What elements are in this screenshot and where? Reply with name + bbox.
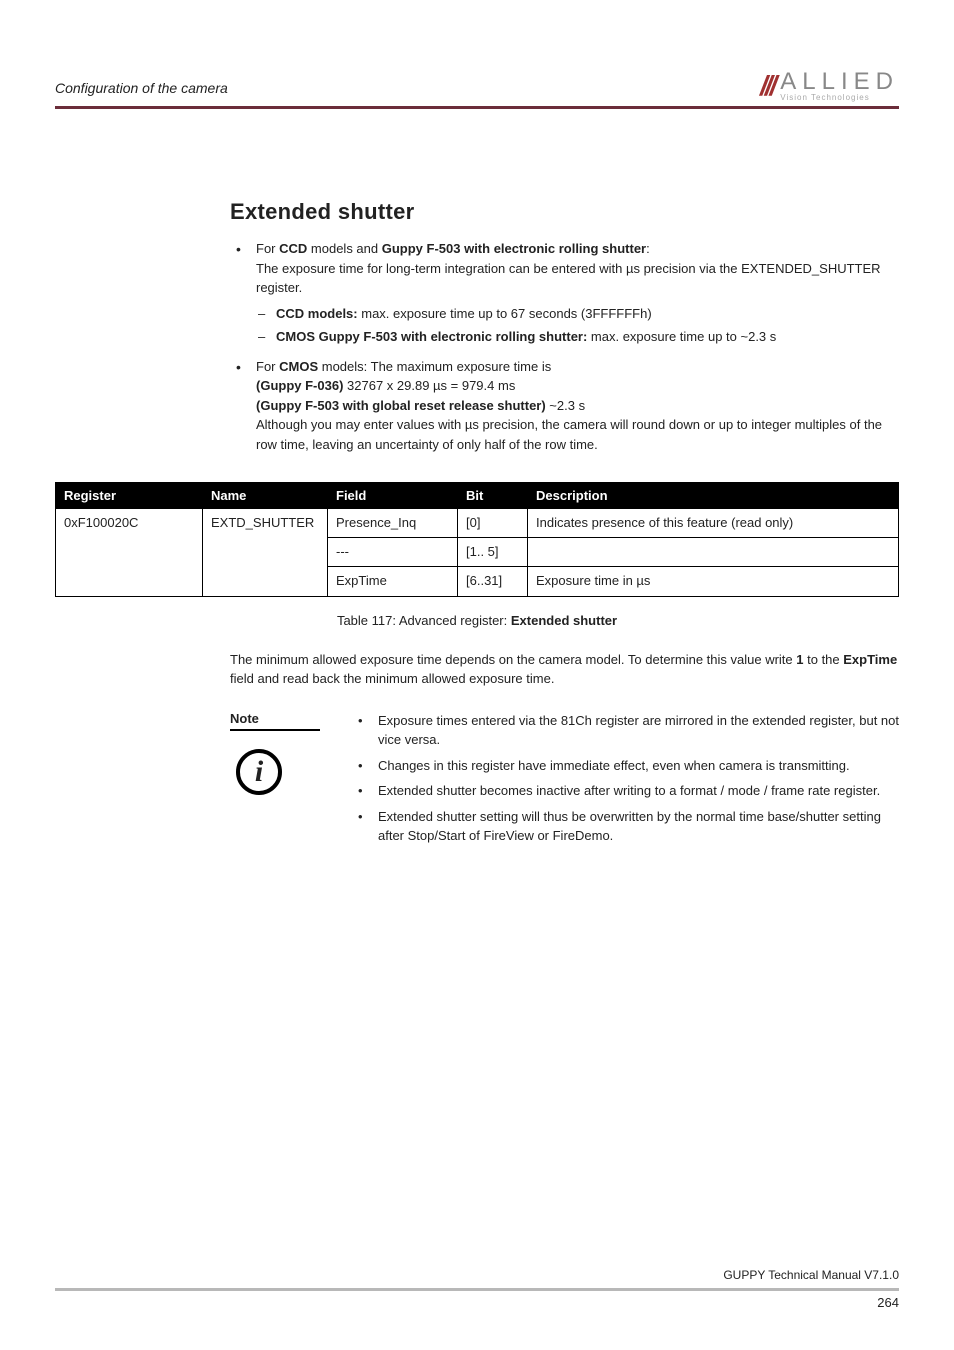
main-content: Extended shutter For CCD models and Gupp…	[230, 199, 899, 454]
bullet-list: For CCD models and Guppy F-503 with elec…	[230, 239, 899, 454]
caption-bold: Extended shutter	[511, 613, 617, 628]
text: The minimum allowed exposure time depend…	[230, 652, 796, 667]
text-bold: (Guppy F-503 with global reset release s…	[256, 398, 546, 413]
cell: [6..31]	[458, 567, 528, 596]
cell: ExpTime	[328, 567, 458, 596]
table-caption: Table 117: Advanced register: Extended s…	[55, 613, 899, 628]
page-footer: GUPPY Technical Manual V7.1.0 264	[55, 1268, 899, 1310]
footer-rule	[55, 1288, 899, 1291]
text: 32767 x 29.89 µs = 979.4 ms	[343, 378, 515, 393]
cell	[528, 538, 899, 567]
text-bold: CCD models:	[276, 306, 358, 321]
logo-sub-text: Vision Technologies	[780, 94, 899, 102]
page-header: Configuration of the camera /// ALLIED V…	[55, 70, 899, 102]
cell: [1.. 5]	[458, 538, 528, 567]
text: For	[256, 241, 279, 256]
text-bold: CMOS Guppy F-503 with electronic rolling…	[276, 329, 587, 344]
text: For	[256, 359, 279, 374]
list-item: Extended shutter setting will thus be ov…	[352, 807, 899, 846]
cell: Exposure time in µs	[528, 567, 899, 596]
footer-manual: GUPPY Technical Manual V7.1.0	[55, 1268, 899, 1282]
cell: Indicates presence of this feature (read…	[528, 509, 899, 538]
info-icon: i	[236, 749, 282, 795]
cell: Presence_Inq	[328, 509, 458, 538]
note-block: Note i Exposure times entered via the 81…	[230, 711, 899, 852]
register-table: Register Name Field Bit Description 0xF1…	[55, 482, 899, 597]
cell: [0]	[458, 509, 528, 538]
text: max. exposure time up to ~2.3 s	[587, 329, 776, 344]
text: max. exposure time up to 67 seconds (3FF…	[358, 306, 652, 321]
page-number: 264	[55, 1295, 899, 1310]
text-bold: (Guppy F-036)	[256, 378, 343, 393]
text: models: The maximum exposure time is	[318, 359, 551, 374]
list-item: Changes in this register have immediate …	[352, 756, 899, 776]
text-bold: 1	[796, 652, 803, 667]
cell: 0xF100020C	[56, 509, 203, 597]
header-rule	[55, 106, 899, 109]
text: field and read back the minimum allowed …	[230, 671, 554, 686]
text-bold: ExpTime	[843, 652, 897, 667]
col-name: Name	[203, 483, 328, 509]
list-item: For CMOS models: The maximum exposure ti…	[230, 357, 899, 455]
logo: /// ALLIED Vision Technologies	[760, 70, 899, 102]
chapter-title: Configuration of the camera	[55, 70, 228, 96]
col-field: Field	[328, 483, 458, 509]
list-item: CCD models: max. exposure time up to 67 …	[256, 304, 899, 324]
col-description: Description	[528, 483, 899, 509]
note-left: Note i	[230, 711, 320, 852]
col-register: Register	[56, 483, 203, 509]
table-row: 0xF100020C EXTD_SHUTTER Presence_Inq [0]…	[56, 509, 899, 538]
table-header-row: Register Name Field Bit Description	[56, 483, 899, 509]
list-item: CMOS Guppy F-503 with electronic rolling…	[256, 327, 899, 347]
col-bit: Bit	[458, 483, 528, 509]
cell: ---	[328, 538, 458, 567]
paragraph: The minimum allowed exposure time depend…	[230, 650, 899, 689]
text-bold: CMOS	[279, 359, 318, 374]
sub-list: CCD models: max. exposure time up to 67 …	[256, 304, 899, 347]
section-title: Extended shutter	[230, 199, 899, 225]
text-bold: Guppy F-503 with electronic rolling shut…	[382, 241, 646, 256]
text-bold: CCD	[279, 241, 307, 256]
list-item: Exposure times entered via the 81Ch regi…	[352, 711, 899, 750]
caption-text: Table 117: Advanced register:	[337, 613, 511, 628]
list-item: Extended shutter becomes inactive after …	[352, 781, 899, 801]
logo-slashes-icon: ///	[760, 70, 774, 102]
logo-main-text: ALLIED	[780, 70, 899, 94]
cell: EXTD_SHUTTER	[203, 509, 328, 597]
text: to the	[804, 652, 844, 667]
list-item: For CCD models and Guppy F-503 with elec…	[230, 239, 899, 347]
note-list: Exposure times entered via the 81Ch regi…	[352, 711, 899, 852]
note-label: Note	[230, 711, 320, 731]
text: models and	[307, 241, 381, 256]
after-table: The minimum allowed exposure time depend…	[230, 650, 899, 852]
